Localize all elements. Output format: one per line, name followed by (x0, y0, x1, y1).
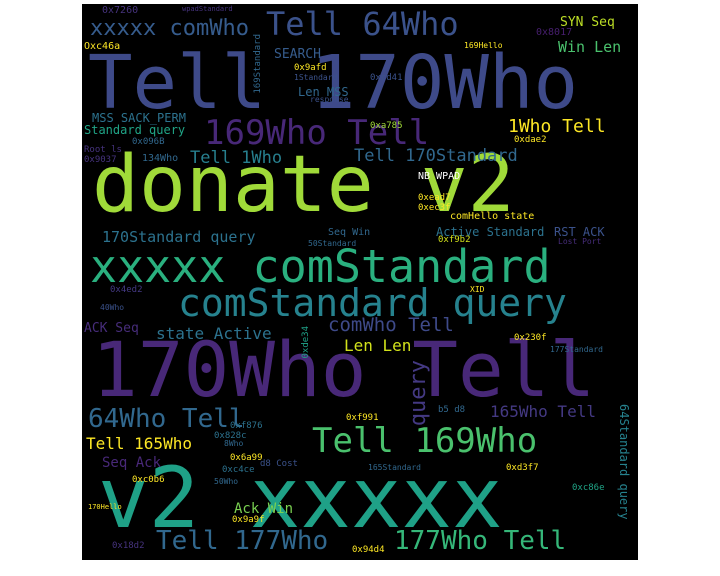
cloud-word: d8 Cost (260, 459, 298, 469)
cloud-word: Tell 169Who (312, 421, 538, 461)
cloud-word: 8Who (224, 439, 244, 448)
cloud-word: Lost Port (558, 237, 602, 246)
cloud-word: Seq Win (328, 227, 371, 238)
cloud-word: 50Who (214, 477, 239, 486)
cloud-word: 169Hello (464, 41, 503, 50)
cloud-word: 0xf991 (346, 413, 379, 423)
cloud-word: donate v2 (92, 140, 515, 230)
cloud-word: 0xcd41 (370, 73, 403, 83)
cloud-word: 0xc0b6 (132, 475, 165, 485)
cloud-word: 1Standard (294, 73, 338, 82)
cloud-word: Tell 177Who (156, 526, 329, 556)
cloud-word: Oxc46a (84, 41, 121, 52)
cloud-word: 0xead7 (418, 193, 451, 203)
cloud-word: RST ACK (554, 225, 605, 239)
cloud-word: 50Standard (308, 239, 357, 248)
cloud-word: comHello state (450, 211, 535, 222)
cloud-word: 165Who Tell (490, 402, 596, 421)
cloud-word: 0x4ed2 (110, 285, 143, 295)
cloud-word: comStandard query (178, 281, 567, 325)
cloud-word: 0xf9b2 (438, 235, 471, 245)
cloud-word: 40Who (100, 303, 125, 312)
cloud-word: Active Standard (436, 225, 545, 239)
cloud-word: 0xa785 (370, 121, 403, 131)
cloud-word: xxxxx comStandard (90, 240, 551, 293)
cloud-word: Len MSS (298, 85, 349, 99)
cloud-word: 64Who Tell (88, 404, 245, 434)
cloud-word: 64Standard query (617, 404, 631, 520)
cloud-word: 0x8017 (536, 27, 573, 38)
cloud-word: Standard query (84, 123, 186, 137)
cloud-word: Tell 170Standard (354, 146, 518, 166)
cloud-word: MSS SACK_PERM (92, 111, 186, 125)
cloud-word: SEARCH (274, 47, 321, 62)
cloud-word: 0xc4ce (222, 465, 255, 475)
cloud-word: 170Who Tell (92, 325, 596, 414)
cloud-word: 177Standard (550, 345, 603, 354)
cloud-word: 0x18d2 (112, 541, 145, 551)
cloud-word: 0xf876 (230, 421, 263, 431)
cloud-word: state Active (156, 324, 272, 343)
cloud-word: SYN Seq (560, 15, 615, 30)
cloud-word: NB WPAD (418, 171, 461, 182)
cloud-word: wpadStandard (182, 5, 233, 13)
cloud-word: 0xdae2 (514, 135, 547, 145)
cloud-word: 170Standard query (102, 228, 256, 246)
cloud-word: b5 d8 (438, 405, 466, 415)
cloud-word: 0x6a99 (230, 453, 263, 463)
cloud-word: Tell 170Who (88, 40, 579, 126)
cloud-word: 177Who Tell (394, 526, 567, 556)
cloud-word: 0x9afd (294, 63, 327, 73)
cloud-word: response (310, 95, 349, 104)
cloud-word: 0x9037 (84, 155, 117, 165)
cloud-word: Root ls (84, 145, 122, 155)
cloud-word: 0xd3f7 (506, 463, 539, 473)
cloud-word: Win Len (558, 38, 622, 56)
cloud-word: Tell 165Who (86, 434, 192, 453)
cloud-word: 0x230f (514, 333, 547, 343)
word-cloud: donate v2 170Who Tell Tell 170Who v2 xxx… (82, 4, 638, 560)
cloud-word: query (406, 360, 431, 427)
cloud-word: Len Len (344, 336, 412, 355)
cloud-word: 0x7260 (102, 5, 139, 16)
cloud-word: Ack Win (234, 501, 294, 517)
cloud-word: 0xde34 (301, 326, 311, 359)
cloud-word: Seq Ack (102, 455, 162, 471)
cloud-word: 0x9a9f (232, 515, 265, 525)
cloud-word: Tell 64Who (266, 5, 459, 43)
cloud-word: Tell 1Who (190, 148, 283, 168)
cloud-word: v2 xxxxx (98, 449, 503, 547)
cloud-word: 0x828c (214, 431, 247, 441)
cloud-word: 170Hello (88, 503, 122, 511)
cloud-word: 169Standard (253, 34, 263, 94)
cloud-word: xxxxx comWho (90, 16, 249, 41)
cloud-word: comWho Tell (328, 314, 454, 336)
cloud-word: 169Who Tell (204, 113, 430, 153)
cloud-word: 165Standard (368, 463, 421, 472)
cloud-word: 0xc86e (572, 483, 605, 493)
cloud-word: XID (470, 285, 485, 294)
cloud-word: 134Who (142, 153, 179, 164)
cloud-word: 0x096B (132, 137, 165, 147)
cloud-word: 0x94d4 (352, 545, 385, 555)
cloud-word: ACK Seq (84, 321, 139, 336)
cloud-word: 0xec3f (418, 203, 451, 213)
cloud-word: 1Who Tell (508, 116, 606, 137)
